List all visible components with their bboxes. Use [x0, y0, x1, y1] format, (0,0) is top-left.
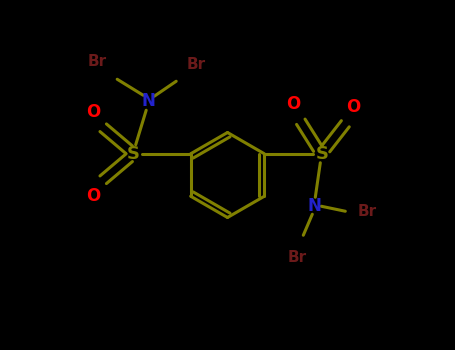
Text: Br: Br [187, 57, 206, 72]
Text: O: O [86, 187, 101, 205]
Text: N: N [308, 197, 321, 215]
Text: Br: Br [88, 54, 107, 69]
Text: N: N [141, 92, 155, 110]
Text: O: O [286, 95, 300, 113]
Text: O: O [346, 98, 360, 116]
Text: O: O [86, 103, 101, 121]
Text: S: S [315, 145, 329, 163]
Text: Br: Br [287, 250, 306, 265]
Text: Br: Br [358, 204, 377, 219]
Text: S: S [126, 145, 140, 163]
